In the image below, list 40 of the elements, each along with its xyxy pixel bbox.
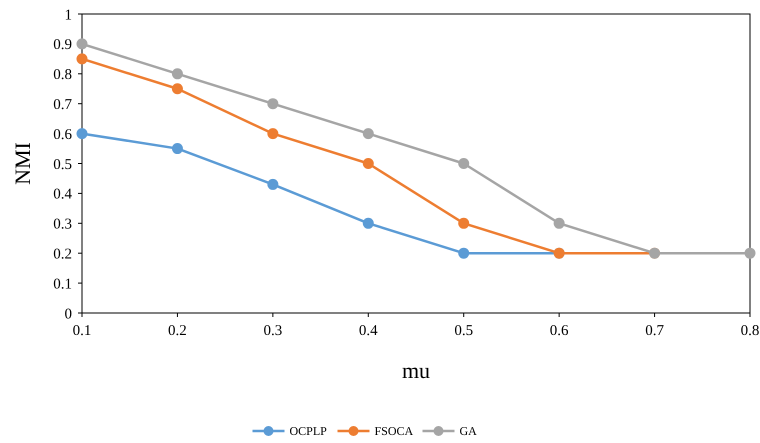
y-tick-label: 0.9 — [53, 37, 72, 54]
legend-label: FSOCA — [374, 424, 414, 438]
point — [362, 158, 374, 169]
y-tick-label: 0.5 — [53, 156, 72, 173]
x-tick-label: 0.4 — [358, 323, 378, 339]
x-tick-label: 0.3 — [263, 323, 282, 339]
x-tick-label: 0.7 — [645, 323, 664, 339]
point — [362, 128, 374, 140]
point — [76, 38, 88, 50]
point — [458, 248, 470, 259]
y-tick-label: 0.3 — [53, 216, 72, 233]
y-tick-label: 0.7 — [53, 96, 72, 113]
y-tick-label: 0 — [64, 306, 72, 322]
x-tick-label: 0.8 — [740, 323, 760, 339]
point — [172, 143, 183, 154]
point — [76, 53, 88, 64]
point — [172, 83, 183, 94]
point — [267, 98, 278, 110]
point — [744, 248, 756, 259]
point — [172, 68, 183, 80]
point — [267, 128, 278, 140]
y-tick-label: 0.6 — [53, 126, 72, 143]
y-tick-label: 1 — [64, 7, 72, 24]
x-axis-title: mu — [402, 358, 430, 383]
point — [458, 218, 470, 229]
point — [267, 178, 278, 190]
y-axis-title: NMI — [10, 142, 35, 185]
point — [76, 128, 88, 140]
x-tick-label: 0.5 — [454, 323, 474, 339]
y-tick-label: 0.8 — [53, 67, 72, 84]
point — [554, 218, 565, 229]
y-tick-label: 0.2 — [53, 246, 72, 262]
y-tick-label: 0.4 — [53, 186, 72, 203]
x-tick-label: 0.2 — [168, 323, 187, 339]
y-tick-label: 0.1 — [53, 276, 72, 292]
point — [458, 158, 470, 169]
point — [362, 218, 374, 229]
legend-label: GA — [460, 424, 478, 438]
legend-label: OCPLP — [290, 424, 328, 438]
x-tick-label: 0.6 — [550, 323, 570, 339]
